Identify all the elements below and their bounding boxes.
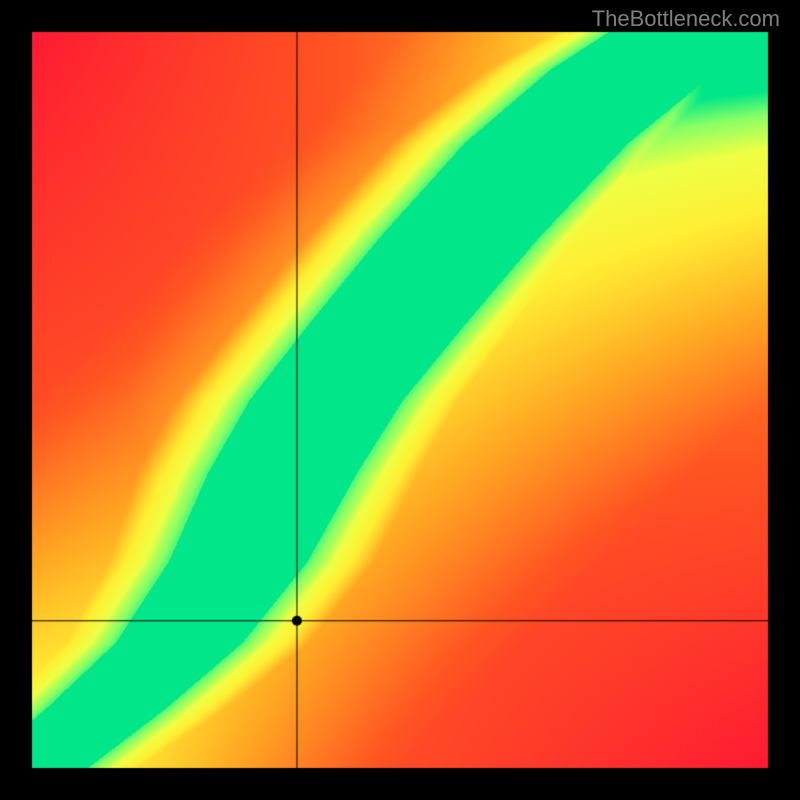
watermark-text: TheBottleneck.com	[592, 6, 780, 32]
chart-container: TheBottleneck.com	[0, 0, 800, 800]
bottleneck-heatmap	[0, 0, 800, 800]
